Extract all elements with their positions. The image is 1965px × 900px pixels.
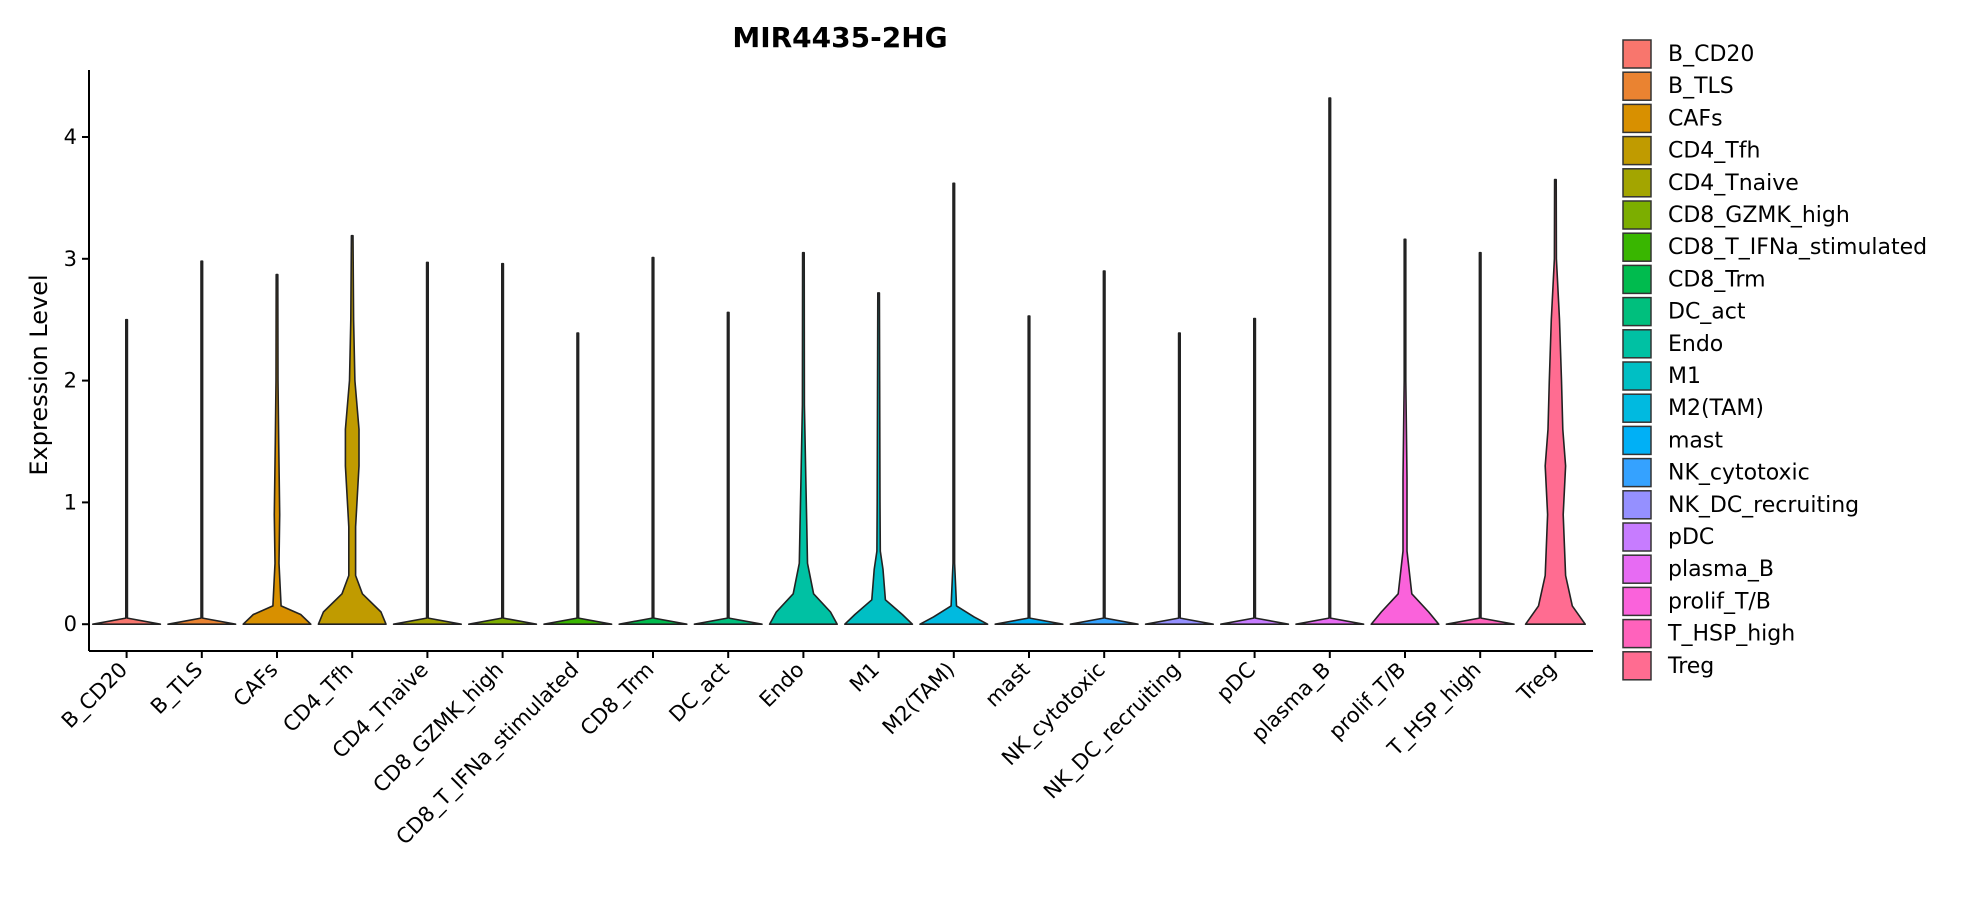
violin-b-cd20 (92, 318, 162, 625)
chart-title: MIR4435-2HG (732, 21, 947, 54)
x-tick-label-pdc: pDC (1212, 658, 1260, 706)
violin-mast (994, 315, 1064, 625)
y-ticks: 0 1 2 3 4 (64, 125, 89, 636)
y-tick-label: 2 (64, 369, 77, 393)
legend-swatch-plasma-b (1622, 554, 1652, 584)
legend-swatch-cd4-tnaive (1622, 168, 1652, 198)
violin-cd8-trm (618, 256, 688, 625)
violin-endo (768, 251, 838, 625)
x-tick-label-m2-tam: M2(TAM) (878, 658, 960, 740)
legend-swatch-mast (1622, 425, 1652, 456)
legend-swatch-m1 (1622, 361, 1652, 391)
x-tick-label-b-cd20: B_CD20 (57, 658, 133, 734)
x-tick-label-cd8-gzmk-high: CD8_GZMK_high (368, 658, 508, 798)
legend-swatch-cafs (1622, 103, 1652, 134)
legend-label-pdc: pDC (1668, 525, 1714, 550)
legend: B_CD20 B_TLS CAFs CD4_Tfh CD4_Tnaive CD8_GZMK… (1622, 39, 1927, 681)
legend-label-m1: M1 (1668, 364, 1701, 389)
legend-swatch-nk-cytotoxic (1622, 457, 1652, 488)
violin-cafs (242, 273, 312, 625)
legend-label-cafs: CAFs (1668, 106, 1723, 131)
violins-group (92, 97, 1586, 625)
violin-cd4-tfh (317, 234, 387, 625)
violin-treg (1524, 178, 1586, 625)
y-tick-label: 1 (64, 490, 77, 514)
y-tick-label: 0 (64, 612, 77, 636)
legend-label-b-cd20: B_CD20 (1668, 42, 1754, 67)
y-axis-label: Expression Level (25, 274, 53, 475)
legend-swatch-pdc (1622, 522, 1652, 552)
legend-swatch-dc-act (1622, 296, 1652, 327)
legend-swatch-prolif-t-b (1622, 586, 1652, 617)
legend-swatch-treg (1622, 651, 1652, 681)
x-tick-label-treg: Treg (1512, 658, 1561, 707)
violin-b-tls (167, 260, 237, 625)
y-tick-label: 4 (64, 125, 77, 149)
violin-cd8-t-ifna-stimulated (543, 332, 613, 625)
x-tick-label-b-tls: B_TLS (146, 658, 208, 720)
violin-m2-tam (919, 182, 989, 625)
x-tick-label-cd8-trm: CD8_Trm (576, 658, 660, 742)
x-tick-label-nk-dc-recruiting: NK_DC_recruiting (1039, 658, 1186, 805)
legend-label-nk-dc-recruiting: NK_DC_recruiting (1668, 493, 1859, 518)
legend-label-endo: Endo (1668, 332, 1723, 357)
legend-swatch-cd4-tfh (1622, 135, 1652, 166)
violin-t-hsp-high (1445, 251, 1515, 625)
x-tick-label-cd4-tfh: CD4_Tfh (278, 658, 358, 738)
x-ticks: B_CD20 B_TLS CAFsCD4_TfhCD4_TnaiveCD8_GZMK… (57, 651, 1561, 850)
violin-nk-dc-recruiting (1144, 332, 1214, 625)
x-tick-label-endo: Endo (755, 658, 809, 712)
legend-swatch-cd8-t-ifna-stimulated (1622, 232, 1652, 262)
legend-swatch-endo (1622, 329, 1652, 359)
legend-label-mast: mast (1668, 428, 1723, 453)
x-tick-label-mast: mast (980, 658, 1034, 712)
legend-label-b-tls: B_TLS (1668, 74, 1734, 99)
legend-swatch-cd8-gzmk-high (1622, 200, 1652, 230)
legend-swatch-b-tls (1622, 71, 1652, 101)
legend-label-cd8-t-ifna-stimulated: CD8_T_IFNa_stimulated (1668, 235, 1927, 260)
legend-label-cd4-tfh: CD4_Tfh (1668, 139, 1760, 164)
legend-label-dc-act: DC_act (1668, 300, 1746, 325)
legend-label-treg: Treg (1667, 654, 1714, 679)
violin-plasma-b (1295, 97, 1365, 625)
legend-swatch-nk-dc-recruiting (1622, 490, 1652, 520)
x-tick-label-dc-act: DC_act (664, 658, 734, 728)
legend-label-plasma-b: plasma_B (1668, 557, 1774, 582)
legend-label-t-hsp-high: T_HSP_high (1667, 622, 1795, 647)
legend-swatch-cd8-trm (1622, 264, 1652, 295)
legend-swatch-b-cd20 (1622, 39, 1652, 69)
violin-pdc (1220, 317, 1290, 625)
violin-nk-cytotoxic (1069, 270, 1139, 625)
legend-swatch-t-hsp-high (1622, 618, 1652, 649)
x-tick-label-plasma-b: plasma_B (1247, 658, 1336, 747)
legend-label-nk-cytotoxic: NK_cytotoxic (1668, 461, 1810, 486)
legend-label-prolif-t-b: prolif_T/B (1668, 589, 1771, 614)
legend-swatch-m2-tam (1622, 393, 1652, 423)
x-tick-label-m1: M1 (845, 658, 884, 697)
violin-cd4-tnaive (392, 261, 462, 625)
legend-label-m2-tam: M2(TAM) (1668, 396, 1764, 421)
violin-dc-act (693, 311, 763, 625)
legend-label-cd8-trm: CD8_Trm (1668, 267, 1766, 292)
y-tick-label: 3 (64, 247, 77, 271)
legend-label-cd4-tnaive: CD4_Tnaive (1668, 171, 1799, 196)
x-tick-label-cafs: CAFs (229, 658, 283, 712)
violin-prolif-t-b (1370, 238, 1440, 625)
violin-cd8-gzmk-high (468, 262, 538, 625)
violin-m1 (844, 292, 914, 625)
legend-label-cd8-gzmk-high: CD8_GZMK_high (1668, 203, 1850, 228)
